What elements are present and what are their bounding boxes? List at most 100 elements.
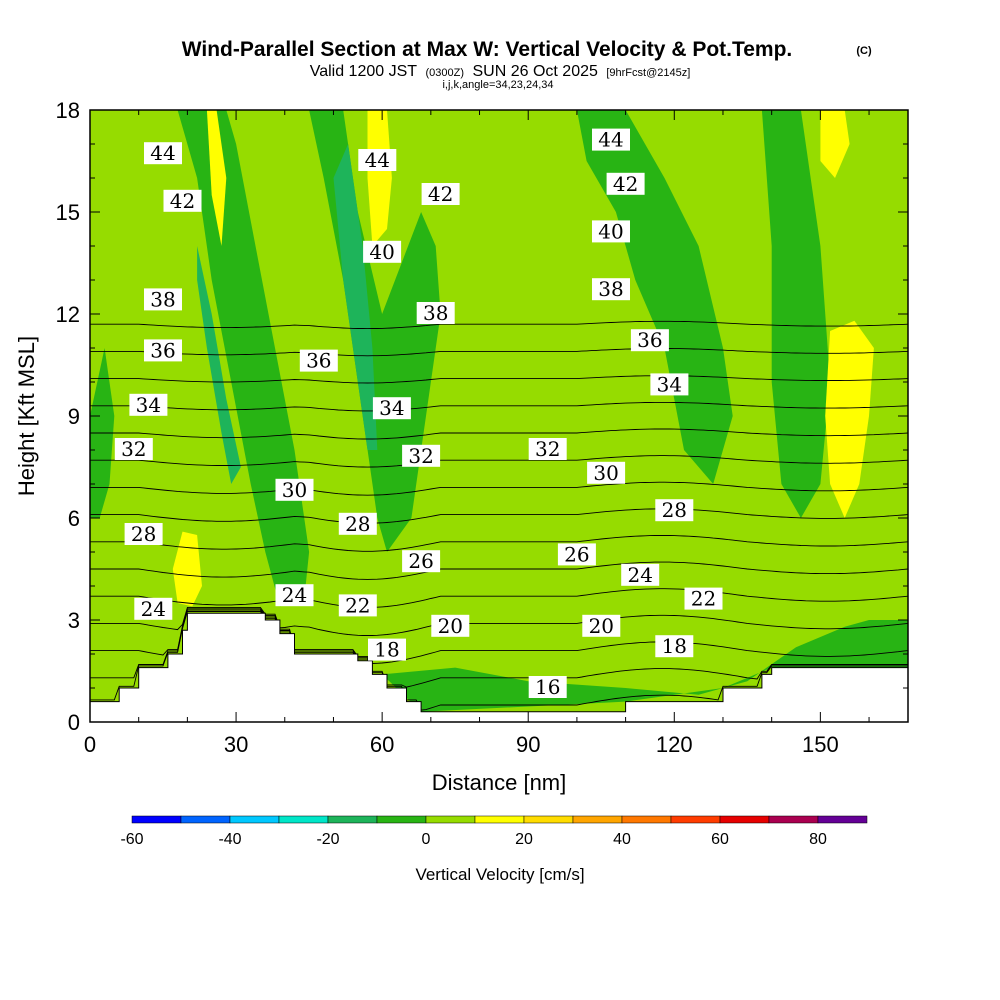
y-tick-label: 18 xyxy=(56,98,80,123)
svg-text:44: 44 xyxy=(598,128,623,152)
svg-text:34: 34 xyxy=(657,372,682,396)
colorbar-swatch xyxy=(621,815,672,824)
chart-title-suffix: (C) xyxy=(856,45,872,57)
velocity-region-ascent-core-low-left xyxy=(172,531,202,607)
y-tick-label: 15 xyxy=(56,200,80,225)
y-tick-label: 6 xyxy=(68,506,80,531)
isentrope-label-36: 36 xyxy=(144,338,182,362)
chart-subtitle: Valid 1200 JST (0300Z) SUN 26 Oct 2025 [… xyxy=(310,63,691,80)
svg-text:42: 42 xyxy=(613,172,638,196)
isentrope-26 xyxy=(90,561,908,580)
isentrope-label-20: 20 xyxy=(431,614,470,638)
colorbar-swatch xyxy=(474,815,525,824)
svg-text:22: 22 xyxy=(345,593,370,617)
colorbar-swatch xyxy=(180,815,231,824)
svg-text:36: 36 xyxy=(150,338,175,362)
isentrope-label-44: 44 xyxy=(144,141,182,165)
svg-text:40: 40 xyxy=(598,219,623,243)
svg-text:24: 24 xyxy=(282,583,307,607)
isentrope-38 xyxy=(90,401,908,412)
isentrope-label-22: 22 xyxy=(338,593,377,617)
isentrope-label-42: 42 xyxy=(421,182,460,206)
svg-text:38: 38 xyxy=(150,287,175,311)
svg-text:38: 38 xyxy=(598,277,623,301)
svg-text:26: 26 xyxy=(564,542,589,566)
svg-text:38: 38 xyxy=(423,301,448,325)
subtitle-forecast: [9hrFcst@2145z] xyxy=(606,67,690,79)
velocity-region-sink-band-right xyxy=(576,110,733,484)
y-tick-label: 3 xyxy=(68,608,80,633)
velocity-region-sink-core-left xyxy=(197,246,241,484)
isentrope-label-40: 40 xyxy=(363,240,402,264)
isentrope-label-24: 24 xyxy=(275,583,314,607)
x-axis-label: Distance [nm] xyxy=(432,770,567,795)
colorbar-tick-label: 60 xyxy=(711,831,729,848)
svg-text:42: 42 xyxy=(428,182,453,206)
svg-text:22: 22 xyxy=(691,587,716,611)
x-tick-label: 30 xyxy=(224,732,248,757)
svg-text:44: 44 xyxy=(150,141,175,165)
x-tick-label: 60 xyxy=(370,732,394,757)
colorbar-tick-label: -20 xyxy=(316,831,339,848)
isentrope-label-26: 26 xyxy=(402,549,441,573)
colorbar-tick-label: -40 xyxy=(218,831,241,848)
svg-text:20: 20 xyxy=(438,614,463,638)
x-tick-label: 150 xyxy=(802,732,839,757)
colorbar-swatch xyxy=(817,815,868,824)
colorbar-swatch xyxy=(278,815,329,824)
isentrope-label-26: 26 xyxy=(557,542,596,566)
colorbar-swatch xyxy=(425,815,476,824)
y-tick-label: 9 xyxy=(68,404,80,429)
svg-text:24: 24 xyxy=(141,597,166,621)
isentrope-label-36: 36 xyxy=(299,349,338,373)
velocity-region-sink-band-far-right xyxy=(761,110,831,518)
svg-text:20: 20 xyxy=(589,614,614,638)
isentrope-label-22: 22 xyxy=(684,587,723,611)
isentrope-label-24: 24 xyxy=(134,597,173,621)
isentrope-label-42: 42 xyxy=(606,172,645,196)
svg-text:32: 32 xyxy=(408,444,433,468)
isentrope-24 xyxy=(90,588,908,608)
isentrope-label-20: 20 xyxy=(582,614,621,638)
svg-text:40: 40 xyxy=(369,240,394,264)
svg-text:24: 24 xyxy=(627,563,652,587)
isentrope-40 xyxy=(90,375,908,384)
svg-text:16: 16 xyxy=(535,675,560,699)
y-tick-label: 0 xyxy=(68,710,80,735)
velocity-region-ascent-core-center xyxy=(367,110,392,246)
svg-text:44: 44 xyxy=(365,148,390,172)
svg-text:36: 36 xyxy=(306,349,331,373)
colorbar-swatch xyxy=(131,815,182,824)
isentrope-label-36: 36 xyxy=(630,328,669,352)
terrain xyxy=(90,612,908,722)
velocity-shading xyxy=(90,110,908,722)
isentrope-label-40: 40 xyxy=(592,219,630,243)
colorbar-label: Vertical Velocity [cm/s] xyxy=(415,865,584,884)
svg-text:18: 18 xyxy=(374,638,399,662)
isentrope-label-28: 28 xyxy=(338,512,377,536)
svg-text:28: 28 xyxy=(662,498,687,522)
velocity-region-ascent-core-right xyxy=(825,320,874,518)
colorbar-swatch xyxy=(572,815,623,824)
colorbar-tick-label: 20 xyxy=(515,831,533,848)
isentrope-label-28: 28 xyxy=(124,522,163,546)
colorbar-swatch xyxy=(768,815,819,824)
colorbar: -60 -40 -20 0 20 40 60 80 xyxy=(120,815,868,848)
isentrope-30 xyxy=(90,508,908,524)
colorbar-tick-label: 80 xyxy=(809,831,827,848)
colorbar-swatch xyxy=(670,815,721,824)
svg-text:34: 34 xyxy=(136,393,161,417)
svg-text:36: 36 xyxy=(637,328,662,352)
svg-text:18: 18 xyxy=(662,634,687,658)
isentrope-label-42: 42 xyxy=(163,189,202,213)
plot-area: 16 18 18 20 20 22 22 24 24 24 26 26 28 28 28 30 30 32 32 32… xyxy=(90,110,908,722)
svg-text:34: 34 xyxy=(379,396,404,420)
isentrope-label-38: 38 xyxy=(144,287,182,311)
isentrope-20 xyxy=(90,608,908,664)
isentrope-label-44: 44 xyxy=(358,148,397,172)
isentrope-lines xyxy=(90,320,908,711)
isentrope-22 xyxy=(90,606,908,636)
isentrope-label-30: 30 xyxy=(275,478,314,502)
isentrope-label-18: 18 xyxy=(368,638,406,662)
